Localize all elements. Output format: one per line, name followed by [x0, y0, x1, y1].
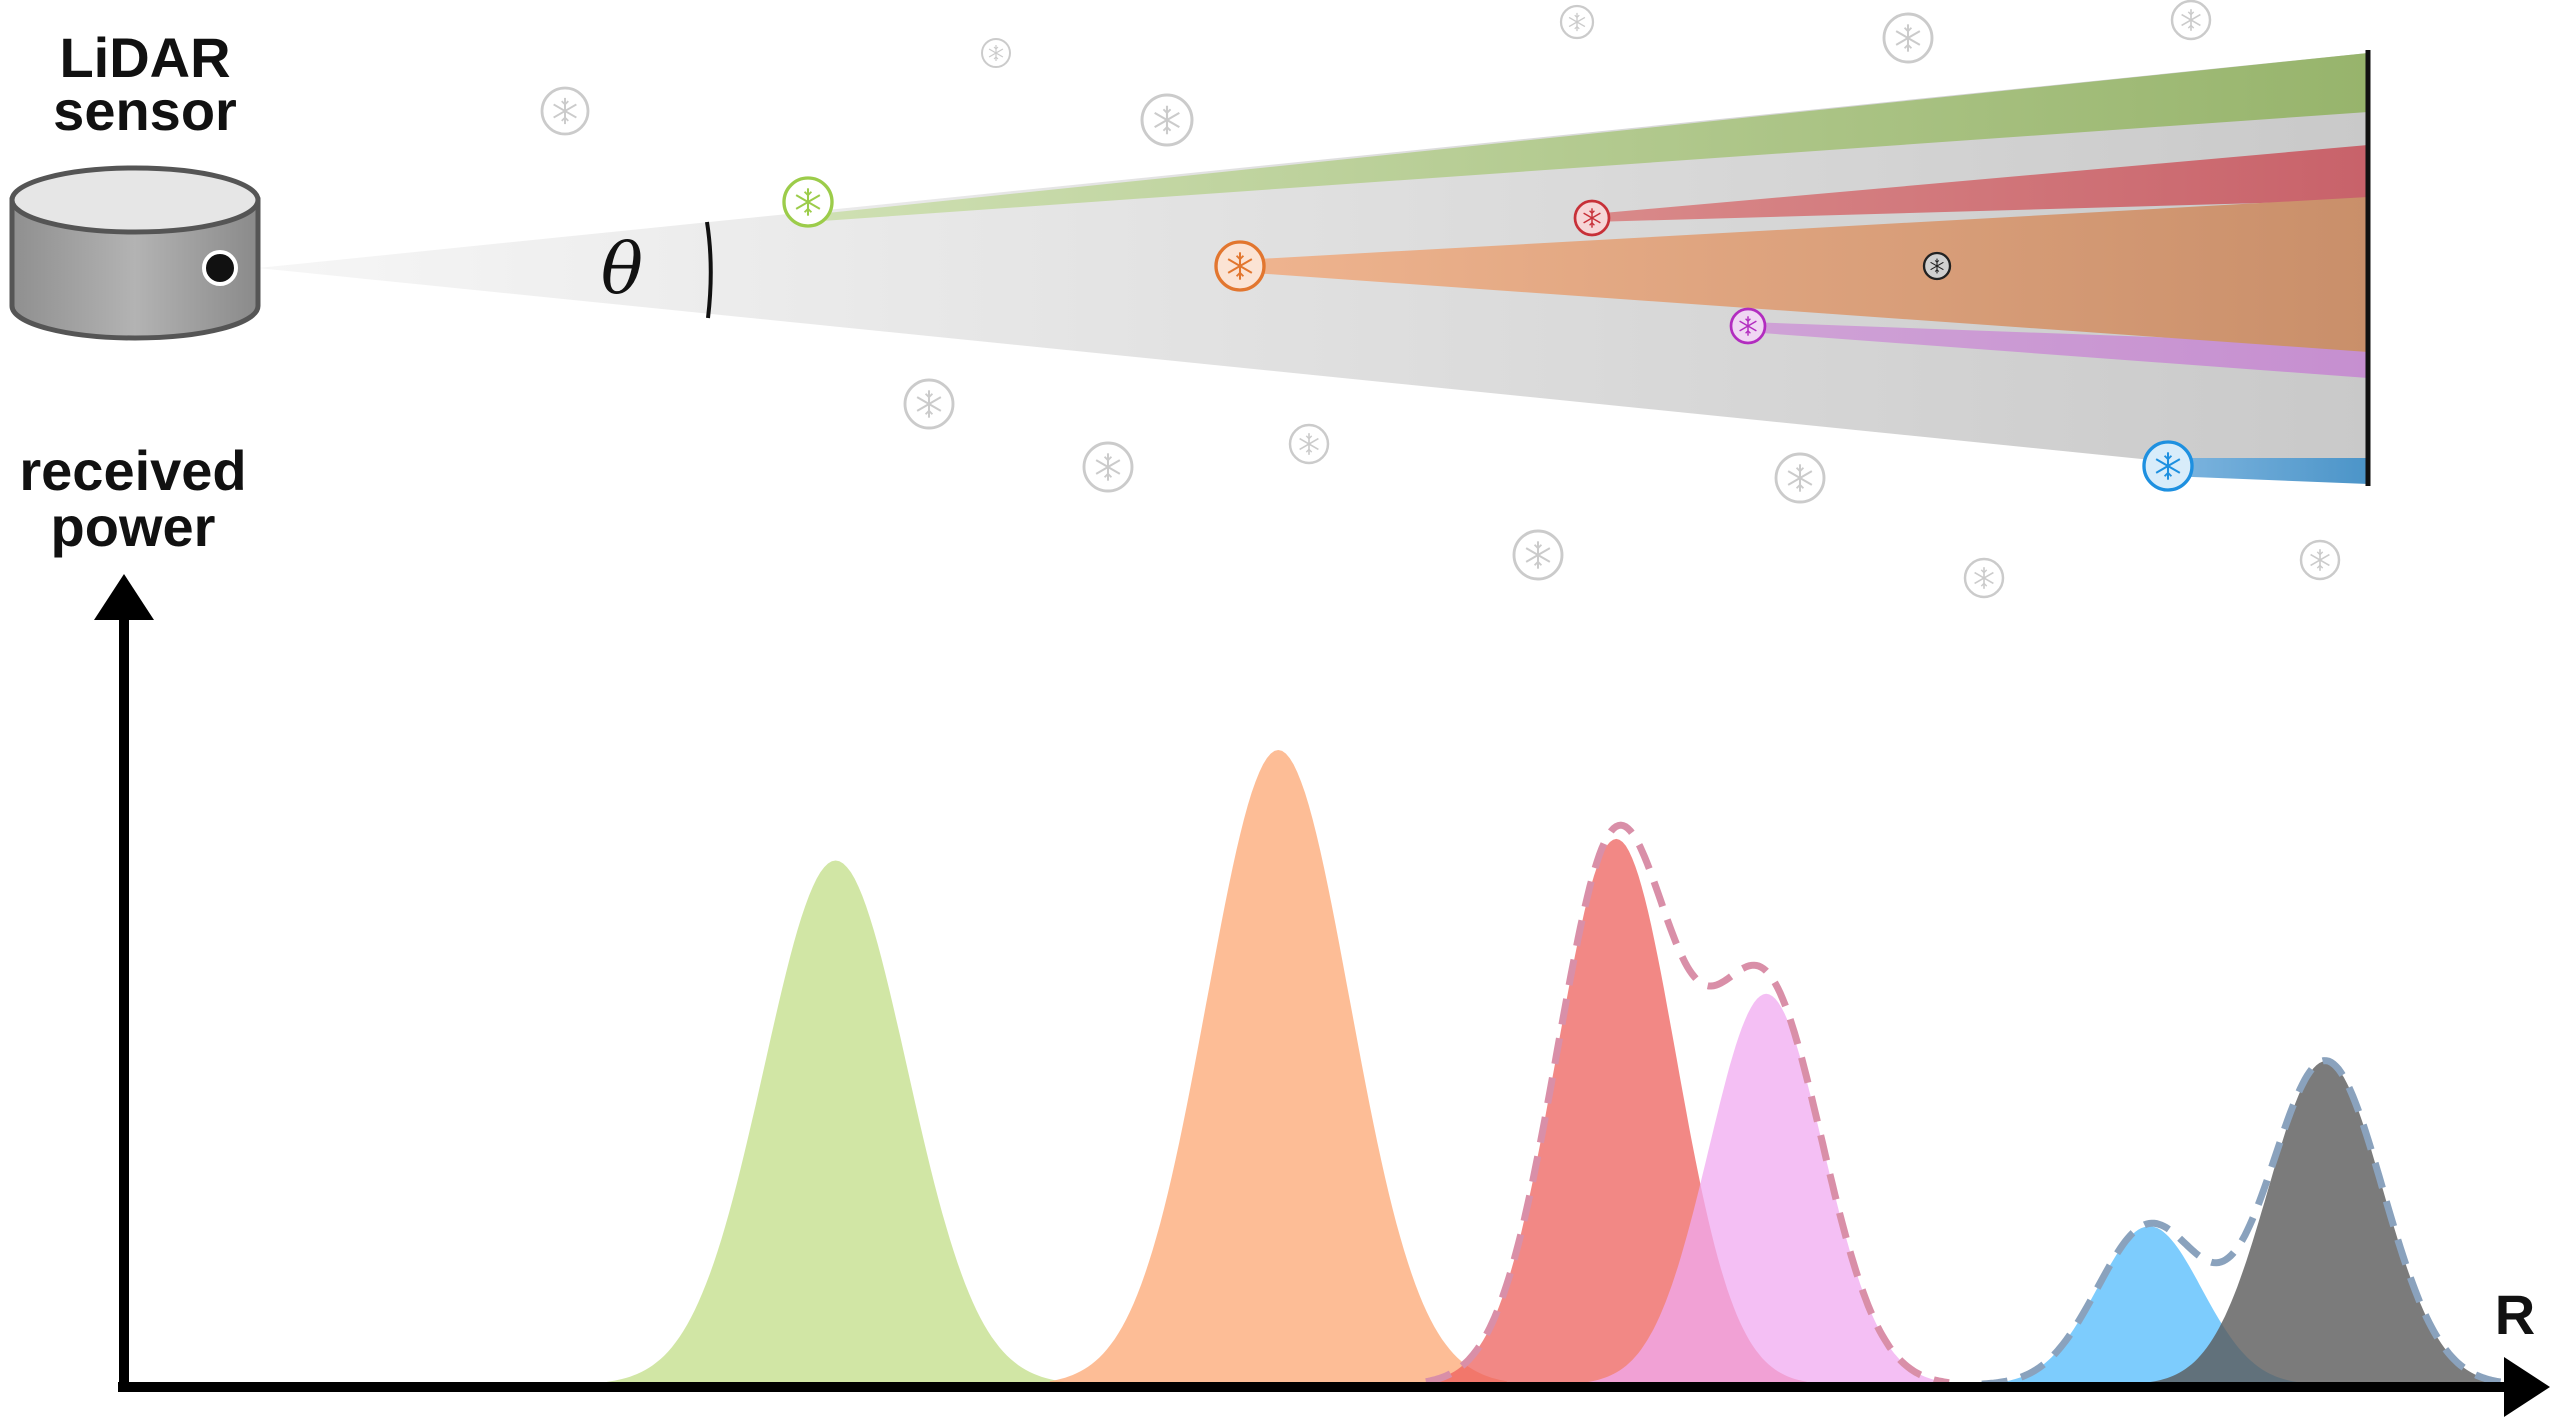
orange-shadow-wedge — [1240, 197, 2368, 352]
peak-orange — [1049, 750, 1507, 1385]
peak-green — [607, 860, 1065, 1385]
snowflake-icon — [1559, 4, 1595, 40]
green-shadow-wedge — [808, 53, 2368, 222]
snowflake-icon — [903, 378, 955, 430]
y-axis-label-line1: received — [19, 439, 246, 502]
snowflake-icon — [1140, 93, 1194, 147]
x-axis-label: R — [2495, 1283, 2535, 1346]
dashed-envelopes — [1425, 821, 2509, 1388]
envelope-blue-gray — [1981, 1057, 2509, 1388]
sensor-lens-icon — [202, 250, 238, 286]
peak-magenta — [1583, 993, 1949, 1385]
snowflake-icon — [1963, 557, 2005, 599]
blue-shadow-wedge — [2168, 458, 2368, 484]
black-snowflake-icon — [1922, 251, 1952, 281]
peak-gray — [2142, 1061, 2509, 1385]
snowflake-icon — [2170, 0, 2212, 41]
blue-snowflake-icon — [2142, 440, 2194, 492]
snowflake-icon — [1512, 529, 1564, 581]
snowflake-icon — [2299, 539, 2341, 581]
lidar-sensor — [9, 165, 261, 341]
red-snowflake-icon — [1573, 199, 1611, 237]
x-axis-arrowhead — [2504, 1357, 2550, 1417]
angle-arc — [705, 221, 713, 319]
snowflake-icon — [981, 38, 1011, 68]
magenta-shadow-wedge — [1748, 322, 2368, 378]
snowflake-icon — [1882, 12, 1934, 64]
sensor-label-line2: sensor — [53, 79, 237, 142]
magenta-snowflake-icon — [1729, 307, 1767, 345]
snowflake-icon — [540, 86, 590, 136]
orange-snowflake-icon — [1214, 240, 1266, 292]
snowflake-icon — [1082, 441, 1134, 493]
received-power-peaks — [607, 750, 2509, 1385]
envelope-red-magenta — [1425, 821, 1950, 1387]
sensor-label-line1: LiDAR — [59, 26, 230, 89]
snowflake-icon — [1774, 452, 1826, 504]
red-shadow-wedge — [1592, 145, 2368, 222]
angle-theta-label: θ — [601, 228, 643, 310]
y-axis-label-line2: power — [51, 495, 216, 558]
green-snowflake-icon — [782, 176, 834, 228]
y-axis-arrowhead — [94, 574, 154, 620]
snowflake-icon — [1288, 423, 1330, 465]
background-snowflakes — [540, 0, 2341, 599]
